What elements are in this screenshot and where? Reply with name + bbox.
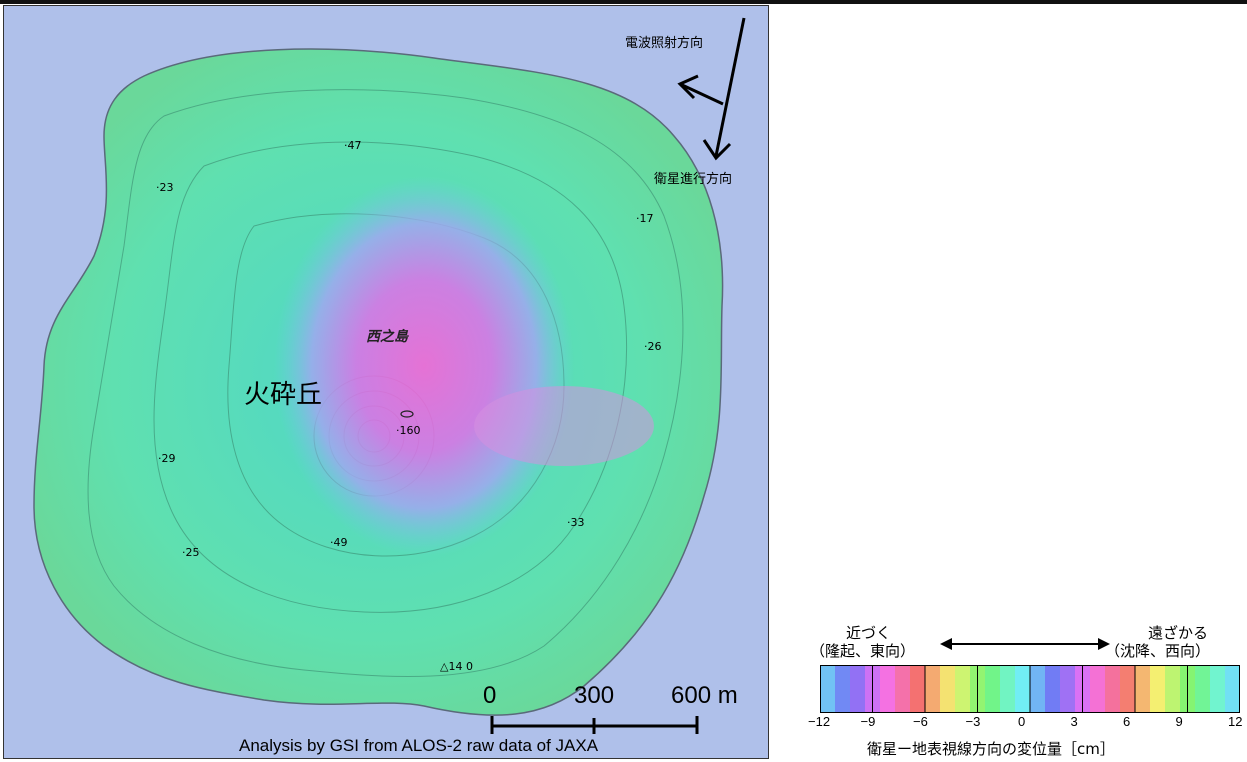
colorbar-swatch [895,665,911,713]
credit-text: Analysis by GSI from ALOS-2 raw data of … [239,736,599,755]
legend-far-label: 遠ざかる [1148,624,1209,642]
colorbar-tick-label: −9 [860,714,876,729]
colorbar-swatch [985,665,1001,713]
colorbar-swatch [835,665,851,713]
crater-label: 火砕丘 [244,380,323,410]
colorbar-swatch [1225,665,1240,713]
uplift-fringe [274,176,574,556]
elev-47: 47 [347,139,362,152]
map-svg [4,6,768,758]
colorbar-tick-label: −3 [965,714,981,729]
elev-29: 29 [161,452,176,465]
colorbar-swatch [1105,665,1121,713]
colorbar-swatch [850,665,866,713]
legend-near-label: 近づく [846,624,892,642]
east-fringe [474,386,654,466]
colorbar-swatch [820,665,836,713]
colorbar-swatch [910,665,926,713]
elev-0: 0 [465,660,473,673]
colorbar-swatch [1030,665,1046,713]
scale-bar [490,716,699,734]
legend-axis-title: 衛星ー地表視線方向の変位量［cm］ [867,740,1115,758]
scale-600: 600 m [671,682,738,709]
colorbar-swatch [925,665,941,713]
elev-160: 160 [399,424,421,437]
colorbar-tick-label: 3 [1070,714,1078,729]
colorbar-tick-label: 9 [1175,714,1183,729]
colorbar-tick-label: 6 [1123,714,1131,729]
colorbar-swatch [1000,665,1016,713]
satellite-direction-label: 衛星進行方向 [654,172,733,187]
colorbar-tick-label: 0 [1018,714,1026,729]
colorbar-tick-label: −6 [913,714,928,729]
elev-14: 14 [448,660,463,673]
colorbar-swatch [1195,665,1211,713]
colorbar-swatch [1045,665,1061,713]
elev-26: 26 [647,340,662,353]
colorbar [820,665,1240,713]
colorbar-tick-label: −12 [808,714,831,729]
scale-0: 0 [483,682,497,709]
top-border [0,0,1247,4]
interferogram-map: 電波照射方向 衛星進行方向 西之島 火砕丘 ·47 ·23 ·17 ·26 ·1… [3,5,769,759]
scale-300: 300 [574,682,615,709]
elev-33: 33 [570,516,585,529]
direction-arrows [677,17,746,161]
elev-49: 49 [333,536,348,549]
colorbar-swatch [1090,665,1106,713]
legend-double-arrow [940,638,1110,650]
colorbar-swatch [1015,665,1031,713]
colorbar-swatch [1120,665,1136,713]
colorbar-tick-label: 12 [1228,714,1243,729]
colorbar-swatch [1210,665,1226,713]
colorbar-swatch [1060,665,1076,713]
legend-far-sub: （沈降、西向） [1105,642,1211,660]
colorbar-swatch [1165,665,1181,713]
colorbar-swatch [940,665,956,713]
legend-near-sub: （隆起、東向） [810,642,916,660]
elev-23: 23 [159,181,174,194]
island-name: 西之島 [366,329,408,345]
colorbar-swatch [1135,665,1151,713]
radar-direction-label: 電波照射方向 [625,36,704,51]
elev-25: 25 [185,546,200,559]
colorbar-swatch [880,665,896,713]
colorbar-border [820,665,1240,713]
colorbar-ticks: −12 −9 −6 −3 0 3 6 9 12 [788,714,1247,732]
crater-mark [400,410,414,418]
colorbar-swatch [955,665,971,713]
elev-17: 17 [639,212,654,225]
colorbar-swatch [1150,665,1166,713]
